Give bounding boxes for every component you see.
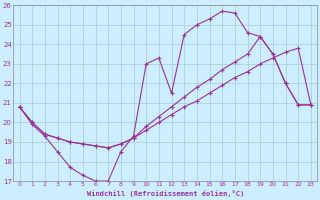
X-axis label: Windchill (Refroidissement éolien,°C): Windchill (Refroidissement éolien,°C) (87, 190, 244, 197)
